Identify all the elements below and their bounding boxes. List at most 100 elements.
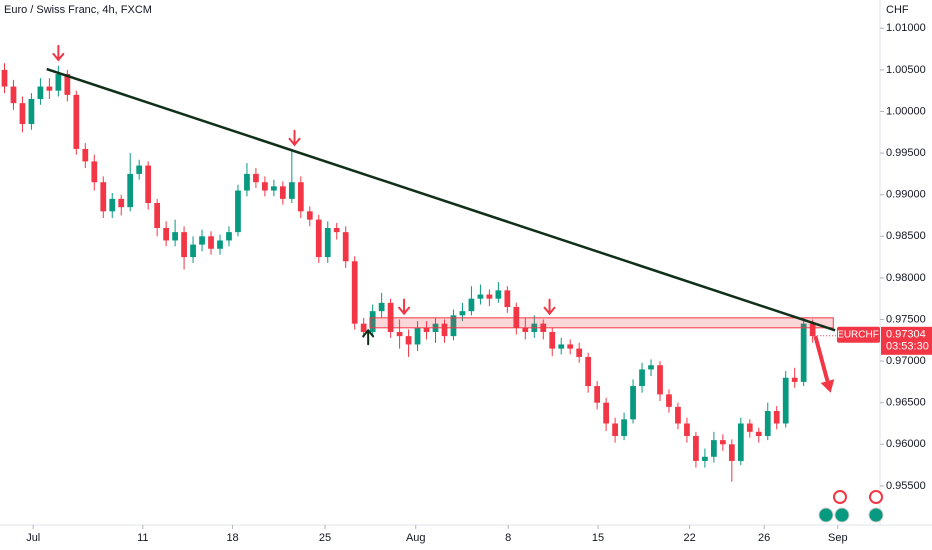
candle-body <box>711 440 717 457</box>
y-tick-label: 0.96500 <box>886 397 926 409</box>
candle-body <box>396 331 403 337</box>
icon[interactable] <box>834 507 850 523</box>
candle-body <box>154 203 161 228</box>
candle-body <box>594 386 601 403</box>
candle-body <box>297 182 304 212</box>
y-tick-label: 0.95500 <box>886 480 926 492</box>
candle-body <box>495 290 502 299</box>
candle-body <box>567 344 574 349</box>
x-tick-label: 8 <box>505 532 511 544</box>
candle-body <box>163 227 169 241</box>
candle-body <box>1 69 8 87</box>
candle-body <box>360 323 367 332</box>
indicator-icons <box>818 490 884 523</box>
trendline <box>46 67 836 332</box>
forecast-arrow-head <box>820 379 835 393</box>
icon[interactable] <box>869 490 883 504</box>
candle-body <box>46 86 53 91</box>
candle-body <box>217 240 223 249</box>
candle-body <box>351 261 358 324</box>
candle-body <box>585 356 592 387</box>
x-tick-label: Sep <box>828 532 848 544</box>
price-badge <box>881 326 932 355</box>
candle-body <box>279 186 286 199</box>
candle-body <box>702 456 708 461</box>
icon[interactable] <box>818 507 834 523</box>
candle-body <box>459 311 466 316</box>
candle-body <box>728 444 735 461</box>
candle-body <box>324 227 331 258</box>
candle-body <box>612 423 618 436</box>
candle-body <box>486 294 493 299</box>
arrow-marker <box>398 298 411 316</box>
last-price-label: 0.97304 <box>886 329 926 341</box>
candle-body <box>630 386 636 420</box>
y-tick-label: 0.97000 <box>886 355 926 367</box>
y-tick-label: 0.98500 <box>886 230 926 242</box>
candle-body <box>423 327 430 332</box>
candle-body <box>288 182 295 199</box>
candle-body <box>755 431 762 436</box>
icon[interactable] <box>833 490 847 504</box>
candle-body <box>468 298 475 312</box>
candle-body <box>64 74 71 95</box>
candle-body <box>621 419 627 436</box>
candle-body <box>764 411 771 436</box>
candle-body <box>800 323 807 382</box>
candle-body <box>127 173 134 208</box>
x-tick-label: 18 <box>226 532 238 544</box>
candle-body <box>782 377 789 424</box>
candle-body <box>109 198 116 212</box>
y-tick-label: 0.99000 <box>886 189 926 201</box>
candle-body <box>549 331 556 349</box>
candle-body <box>666 394 672 407</box>
candle-body <box>414 327 421 345</box>
symbol-badge <box>837 326 880 343</box>
candle-body <box>181 232 187 258</box>
candle-body <box>315 219 322 258</box>
x-tick-label: 25 <box>319 532 331 544</box>
candle-body <box>639 369 645 387</box>
candle-body <box>199 236 205 245</box>
forecast-arrow-shaft <box>813 335 830 382</box>
arrow-marker <box>362 328 375 346</box>
candle-body <box>226 232 232 241</box>
icon[interactable] <box>868 507 884 523</box>
x-tick-label: 11 <box>137 532 148 544</box>
candle-body <box>675 406 681 424</box>
arrow-marker <box>52 44 65 62</box>
price-unit: CHF <box>886 4 909 16</box>
candle-body <box>82 148 89 162</box>
candle-body <box>73 94 80 149</box>
candle-body <box>378 302 385 312</box>
candle-body <box>693 435 699 461</box>
arrow-marker <box>543 298 556 316</box>
y-tick-label: 0.99500 <box>886 147 926 159</box>
candle-body <box>405 336 412 345</box>
candle-body <box>648 365 654 370</box>
candle-body <box>719 440 726 445</box>
candle-body <box>271 186 277 191</box>
candle-body <box>145 165 152 204</box>
candle-body <box>342 232 349 262</box>
candle-body <box>118 198 125 208</box>
candle-body <box>333 227 340 233</box>
candle-body <box>172 232 178 241</box>
candle-body <box>306 211 313 220</box>
candle-body <box>369 311 376 332</box>
candle-body <box>504 290 511 308</box>
candle-body <box>28 99 35 124</box>
x-tick-label: Jul <box>26 532 40 544</box>
candle-body <box>37 86 44 100</box>
countdown-label: 03:53:30 <box>886 341 929 353</box>
candle-body <box>791 377 798 382</box>
candle-body <box>558 344 565 349</box>
candle-body <box>208 236 214 249</box>
candle-body <box>657 365 663 395</box>
candle-body <box>262 182 268 191</box>
candle-body <box>477 294 484 299</box>
candle-body <box>235 190 241 233</box>
candle-body <box>190 244 196 258</box>
